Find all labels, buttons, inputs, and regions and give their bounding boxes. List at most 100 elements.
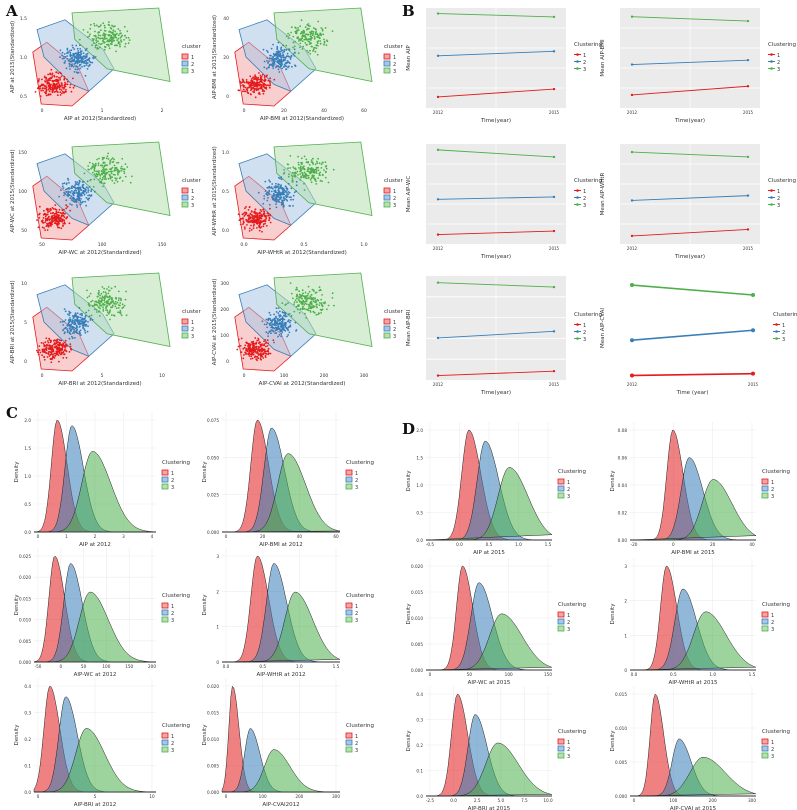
y-tick-label: 0.000	[207, 790, 219, 795]
point	[312, 176, 315, 179]
point	[51, 218, 54, 220]
point	[47, 351, 50, 353]
x-tick-label: 0	[243, 373, 246, 379]
point	[99, 304, 102, 307]
point	[283, 65, 285, 68]
point	[41, 348, 44, 351]
y-axis-label: Density	[610, 603, 616, 625]
point	[296, 308, 299, 311]
point	[270, 64, 273, 66]
point	[59, 49, 62, 52]
point	[115, 50, 117, 53]
y-tick-label: 0.050	[207, 455, 219, 460]
point	[277, 326, 279, 328]
point	[299, 308, 302, 310]
point	[70, 190, 73, 192]
point	[68, 65, 71, 68]
point	[79, 193, 81, 196]
point	[249, 227, 251, 230]
point	[84, 189, 87, 191]
point	[267, 214, 270, 217]
point	[288, 65, 290, 68]
x-tick-label: 2012	[627, 110, 638, 115]
point	[124, 42, 127, 45]
point	[288, 62, 291, 65]
point	[77, 55, 80, 58]
point	[55, 90, 58, 93]
point	[102, 167, 105, 170]
point	[298, 304, 300, 306]
legend-dot-3	[770, 203, 773, 206]
point	[312, 47, 315, 49]
point	[313, 38, 316, 40]
point	[292, 194, 295, 197]
point	[260, 348, 262, 351]
y-tick-label: 300	[220, 281, 229, 287]
series-line-1	[631, 229, 749, 237]
x-tick-label: 200	[709, 798, 717, 803]
point	[267, 51, 269, 53]
point	[281, 316, 284, 319]
point	[86, 198, 89, 201]
legend-label-1: 1	[191, 320, 194, 326]
point	[82, 29, 85, 31]
point	[51, 353, 53, 356]
point	[107, 177, 110, 180]
point	[312, 157, 314, 160]
point	[303, 38, 306, 41]
x-axis-label: AIP at 2012	[79, 542, 111, 548]
point	[59, 56, 61, 59]
point	[66, 78, 68, 81]
point	[49, 79, 51, 82]
legend-title: Clustering	[162, 593, 190, 599]
point	[269, 63, 271, 66]
legend-dot-1	[576, 323, 579, 326]
y-tick-label: 1.0	[222, 150, 229, 156]
point	[81, 313, 83, 315]
point	[286, 52, 289, 55]
y-tick-label: 2	[624, 599, 627, 604]
density-cluster-3	[33, 451, 157, 533]
plot-background	[620, 276, 765, 380]
point	[307, 309, 310, 312]
point	[116, 39, 118, 41]
point	[260, 210, 263, 213]
point	[266, 321, 269, 324]
point	[74, 189, 77, 192]
legend-label-3: 3	[355, 748, 358, 754]
point	[63, 86, 66, 89]
legend-key-2	[557, 745, 565, 752]
y-tick-label: 50	[21, 228, 27, 234]
point	[290, 292, 293, 295]
point	[112, 25, 115, 28]
point	[67, 179, 70, 181]
point	[89, 179, 92, 182]
point	[307, 23, 310, 25]
point	[95, 35, 97, 38]
point	[267, 342, 269, 345]
point	[73, 326, 76, 329]
point	[61, 54, 63, 57]
point	[312, 27, 315, 30]
point	[269, 221, 272, 224]
point	[317, 44, 319, 47]
point	[263, 60, 266, 63]
point	[103, 156, 105, 159]
series-3	[630, 150, 750, 159]
point	[241, 213, 244, 216]
point	[96, 48, 99, 50]
point	[69, 324, 72, 327]
point	[303, 303, 306, 306]
point	[244, 351, 247, 354]
point	[69, 311, 72, 314]
point	[294, 64, 296, 67]
point	[108, 31, 110, 33]
legend-key-2	[345, 476, 353, 483]
x-tick-label: 40	[321, 108, 327, 114]
point	[100, 173, 103, 176]
point	[76, 206, 79, 208]
point	[274, 320, 277, 322]
point	[282, 201, 284, 204]
